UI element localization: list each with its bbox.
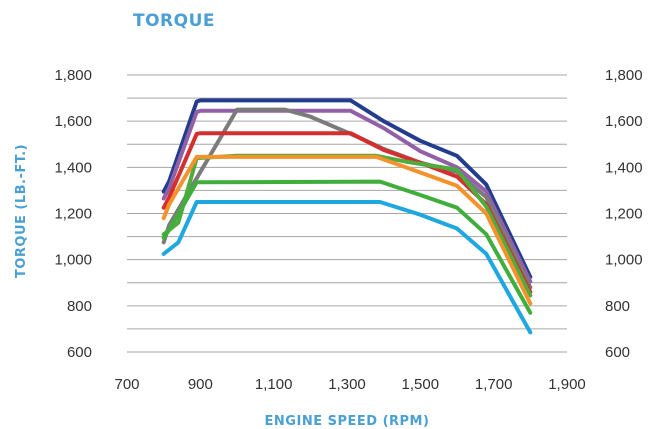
x-tick-label: 1,100 (255, 376, 293, 393)
series-line-2 (161, 108, 533, 284)
x-axis-ticks: 700 900 1,100 1,300 1,500 1,700 1,900 (114, 376, 585, 393)
y-tick-label-left: 1,600 (54, 113, 92, 130)
series-line-1 (161, 98, 533, 279)
y-tick-label-left: 1,200 (54, 206, 92, 223)
x-tick-label: 1,900 (548, 376, 586, 393)
y-axis-right-ticks: 600 800 1,000 1,200 1,400 1,600 1,800 (605, 67, 643, 361)
y-tick-label-right: 1,600 (605, 113, 643, 130)
x-tick-label: 1,300 (328, 376, 366, 393)
x-tick-label: 1,700 (475, 376, 513, 393)
y-tick-label-right: 1,200 (605, 206, 643, 223)
y-tick-label-right: 1,000 (605, 252, 643, 269)
y-tick-label-right: 1,800 (605, 67, 643, 84)
y-tick-label-left: 600 (67, 344, 92, 361)
series-line-6 (161, 154, 533, 306)
y-tick-label-left: 1,800 (54, 67, 92, 84)
y-tick-label-right: 1,400 (605, 159, 643, 176)
series-line-8 (161, 200, 533, 335)
y-tick-label-left: 1,000 (54, 252, 92, 269)
y-axis-left-ticks: 600 800 1,000 1,200 1,400 1,600 1,800 (54, 67, 92, 361)
x-tick-label: 700 (114, 376, 139, 393)
chart-title: TORQUE (133, 11, 215, 31)
y-tick-label-right: 800 (605, 298, 630, 315)
series-line-3 (161, 107, 533, 290)
y-axis-title: TORQUE (LB.-FT.) (14, 144, 29, 278)
y-tick-label-left: 800 (67, 298, 92, 315)
series-lines (161, 98, 533, 335)
grid (127, 74, 567, 353)
x-axis-title: ENGINE SPEED (RPM) (265, 414, 430, 429)
x-tick-label: 1,500 (402, 376, 440, 393)
x-tick-label: 900 (188, 376, 213, 393)
y-tick-label-right: 600 (605, 344, 630, 361)
series-line-7 (161, 179, 533, 315)
y-tick-label-left: 1,400 (54, 159, 92, 176)
